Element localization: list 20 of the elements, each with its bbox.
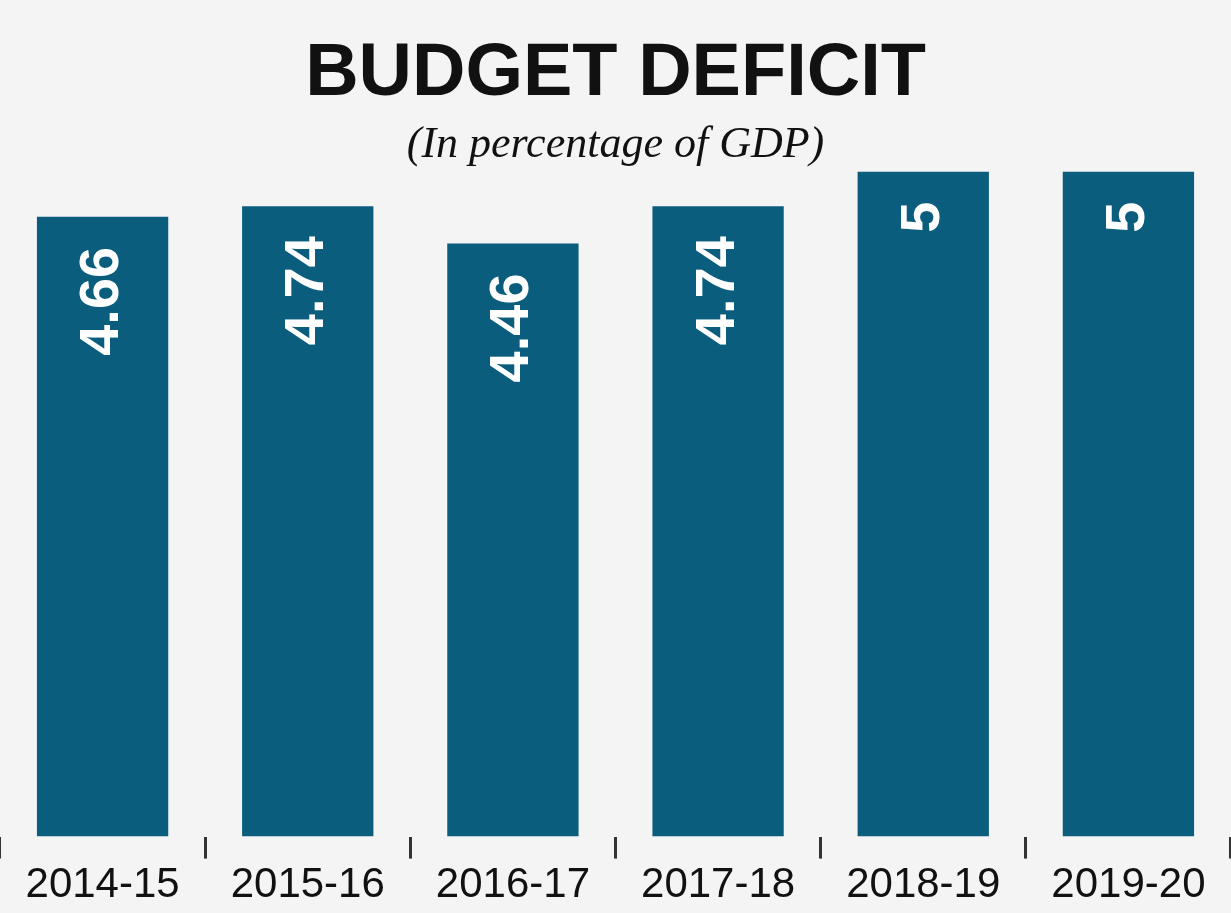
x-tick-label: 2014-15: [25, 859, 180, 907]
x-tick-label: 2016-17: [435, 859, 590, 907]
data-label: 4.74: [682, 236, 746, 346]
x-tick-label: 2018-19: [846, 859, 1001, 907]
x-tick-label: 2015-16: [230, 859, 385, 907]
data-label: 4.74: [272, 236, 336, 346]
bar: [652, 206, 784, 837]
bar: [36, 216, 169, 837]
x-tick-label: 2017-18: [641, 859, 796, 907]
x-tick-label: 2019-20: [1051, 859, 1206, 907]
chart-subtitle: (In percentage of GDP): [406, 117, 825, 167]
data-label: 5: [887, 201, 951, 233]
bar: [1062, 171, 1195, 837]
chart-title: BUDGET DEFICIT: [305, 27, 926, 111]
bar: [242, 206, 374, 837]
data-label: 5: [1092, 201, 1156, 233]
bar: [857, 171, 989, 837]
data-label: 4.66: [67, 246, 131, 356]
bar: [447, 243, 579, 837]
data-label: 4.46: [477, 273, 541, 383]
